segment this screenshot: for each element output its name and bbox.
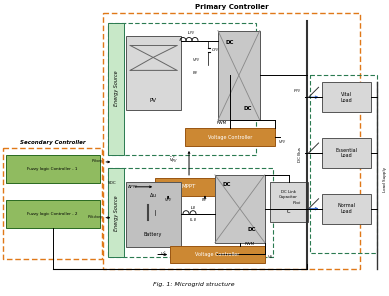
Bar [322, 194, 371, 224]
Bar [6, 155, 100, 183]
Bar [3, 148, 102, 260]
Text: PWM: PWM [245, 242, 255, 246]
Text: $I_{PV}$: $I_{PV}$ [202, 196, 209, 204]
Text: $C_{PV}$: $C_{PV}$ [211, 47, 220, 54]
Text: Primary Controller: Primary Controller [195, 4, 269, 10]
Text: DC: DC [247, 227, 256, 232]
Text: $V_{PV}$: $V_{PV}$ [278, 138, 286, 146]
Bar [108, 22, 256, 155]
Bar [170, 246, 265, 263]
Text: $P_{discharg.}$: $P_{discharg.}$ [87, 213, 103, 222]
Text: MPPT: MPPT [182, 184, 196, 189]
Bar [322, 82, 371, 112]
Text: Energy Source: Energy Source [114, 195, 119, 231]
Text: DC Link
Capacitor: DC Link Capacitor [279, 191, 298, 199]
Bar [126, 182, 181, 247]
Bar [6, 200, 100, 228]
Bar [126, 36, 181, 110]
Text: PWM: PWM [217, 121, 227, 125]
Bar [108, 168, 273, 258]
Text: $\Delta u$: $\Delta u$ [149, 191, 157, 199]
Text: C: C [287, 209, 291, 214]
Text: Normal
Load: Normal Load [337, 203, 356, 214]
Text: Voltage Controller: Voltage Controller [208, 135, 252, 139]
Text: Load Supply: Load Supply [383, 167, 387, 192]
Bar [108, 168, 124, 258]
Text: Secondary Controller: Secondary Controller [20, 140, 85, 145]
Text: Voltage Controller: Voltage Controller [195, 252, 239, 257]
Bar [270, 182, 308, 222]
Text: $L_{PV}$: $L_{PV}$ [187, 30, 195, 37]
Text: DC: DC [244, 106, 252, 111]
Text: $V_{dc}^*$: $V_{dc}^*$ [160, 249, 168, 260]
Text: Battery: Battery [144, 232, 162, 237]
Bar [215, 175, 265, 242]
Text: $V_{PV}$: $V_{PV}$ [192, 57, 200, 64]
Text: Fuzzy logic Controller - 2: Fuzzy logic Controller - 2 [27, 212, 78, 216]
Text: $V_{PV}$: $V_{PV}$ [164, 196, 172, 204]
Bar [322, 138, 371, 168]
Bar [218, 30, 260, 120]
Text: $P_{bat}$: $P_{bat}$ [292, 199, 301, 207]
Text: Fig. 1: Microgrid structure: Fig. 1: Microgrid structure [153, 282, 235, 287]
Text: $V_d$: $V_d$ [267, 254, 273, 261]
Text: Vital
Load: Vital Load [341, 92, 352, 103]
Text: DC: DC [223, 182, 231, 187]
Bar [155, 178, 223, 196]
Text: Essential
Load: Essential Load [335, 148, 357, 158]
Text: SOC: SOC [107, 181, 116, 185]
Text: Energy Source: Energy Source [114, 70, 119, 106]
Text: DC Bus: DC Bus [298, 147, 301, 163]
Text: DC: DC [226, 40, 234, 45]
Text: $P_{charg.}$: $P_{charg.}$ [91, 157, 103, 166]
Text: $\hat{v}_{PV}^*$: $\hat{v}_{PV}^*$ [168, 155, 178, 165]
Text: $I_{PV}$: $I_{PV}$ [193, 70, 200, 77]
Bar [185, 128, 275, 146]
Text: $P_{PV}$: $P_{PV}$ [293, 87, 301, 95]
Text: PV: PV [150, 98, 157, 103]
Bar [310, 75, 377, 252]
Bar [108, 22, 124, 155]
Text: $I_{L,B}$: $I_{L,B}$ [189, 217, 197, 224]
Bar [103, 13, 360, 269]
Text: Fuzzy logic Controller - 1: Fuzzy logic Controller - 1 [27, 167, 78, 171]
Text: $\Delta P_{PV}$: $\Delta P_{PV}$ [127, 183, 138, 191]
Text: $L_B$: $L_B$ [190, 204, 196, 212]
